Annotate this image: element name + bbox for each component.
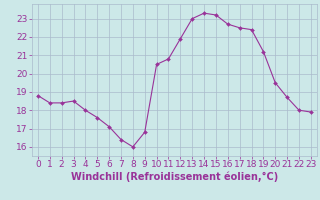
X-axis label: Windchill (Refroidissement éolien,°C): Windchill (Refroidissement éolien,°C) bbox=[71, 172, 278, 182]
